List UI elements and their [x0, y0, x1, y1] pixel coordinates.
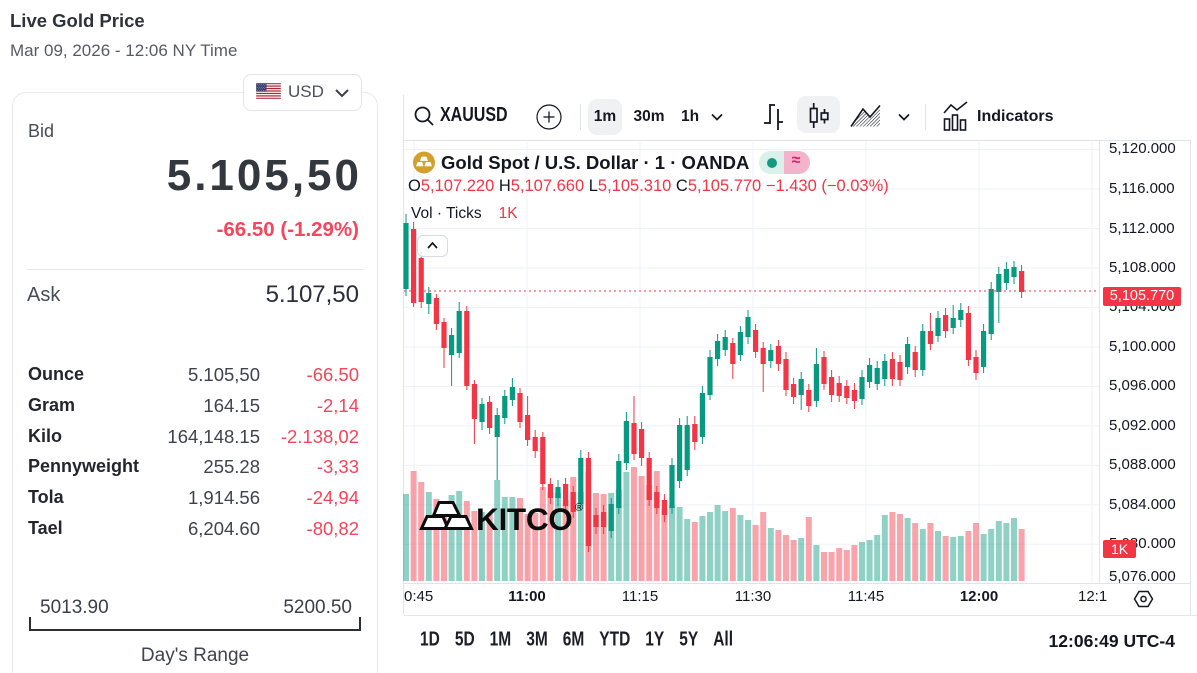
svg-text:KITCO: KITCO: [476, 501, 573, 533]
svg-text:®: ®: [575, 502, 583, 514]
